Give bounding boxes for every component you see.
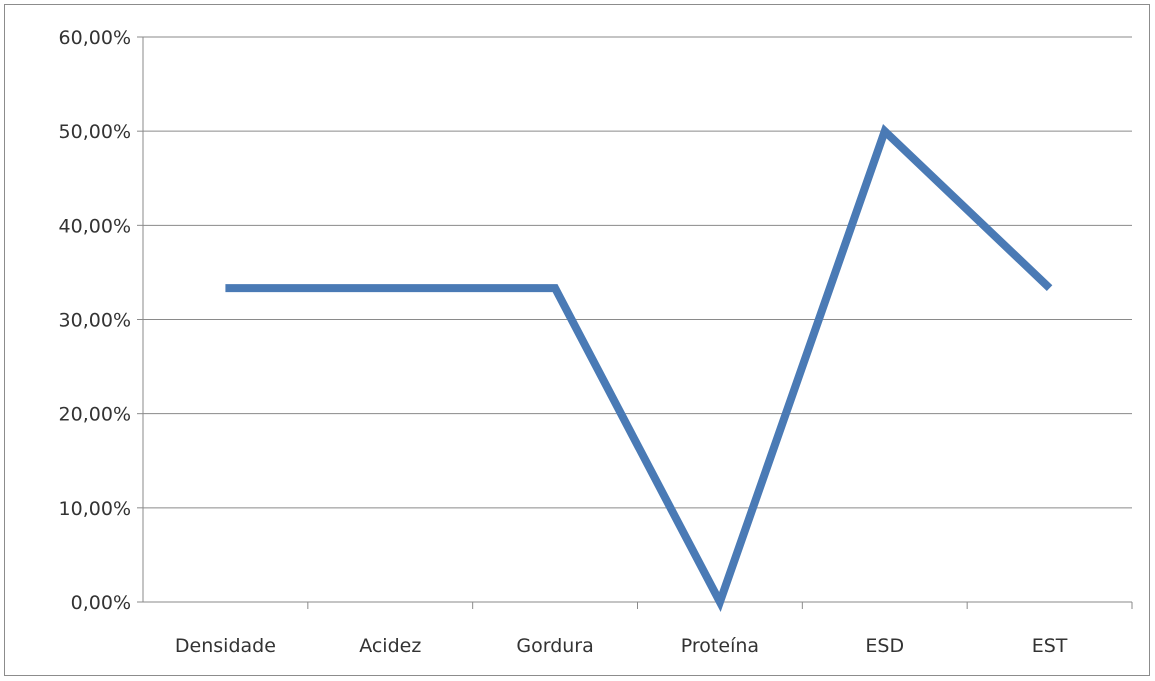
- series-line: [225, 123, 1053, 613]
- y-axis-tick-labels: 0,00% 10,00% 20,00% 30,00% 40,00% 50,00% 60,00…: [59, 27, 131, 614]
- y-tick-label: 40,00%: [59, 215, 131, 237]
- y-tick-label: 30,00%: [59, 310, 131, 332]
- y-tick-label: 10,00%: [59, 498, 131, 520]
- gridlines: [143, 36, 1132, 509]
- y-tick-label: 20,00%: [59, 404, 131, 426]
- x-tick-label: Acidez: [359, 635, 421, 657]
- x-tick-label: ESD: [865, 635, 904, 657]
- x-tick-label: Densidade: [175, 635, 276, 657]
- series-group: [225, 123, 1053, 613]
- x-tick-label: Gordura: [516, 635, 593, 657]
- y-tick-label: 60,00%: [59, 27, 131, 49]
- x-tick-label: Proteína: [681, 635, 759, 657]
- chart-frame: [4, 4, 1150, 676]
- x-tick-label: EST: [1032, 635, 1068, 657]
- y-tick-label: 0,00%: [71, 592, 131, 614]
- axes: [137, 36, 1133, 609]
- y-tick-label: 50,00%: [59, 121, 131, 143]
- x-axis-tick-labels: Densidade Acidez Gordura Proteína ESD EST: [175, 635, 1068, 657]
